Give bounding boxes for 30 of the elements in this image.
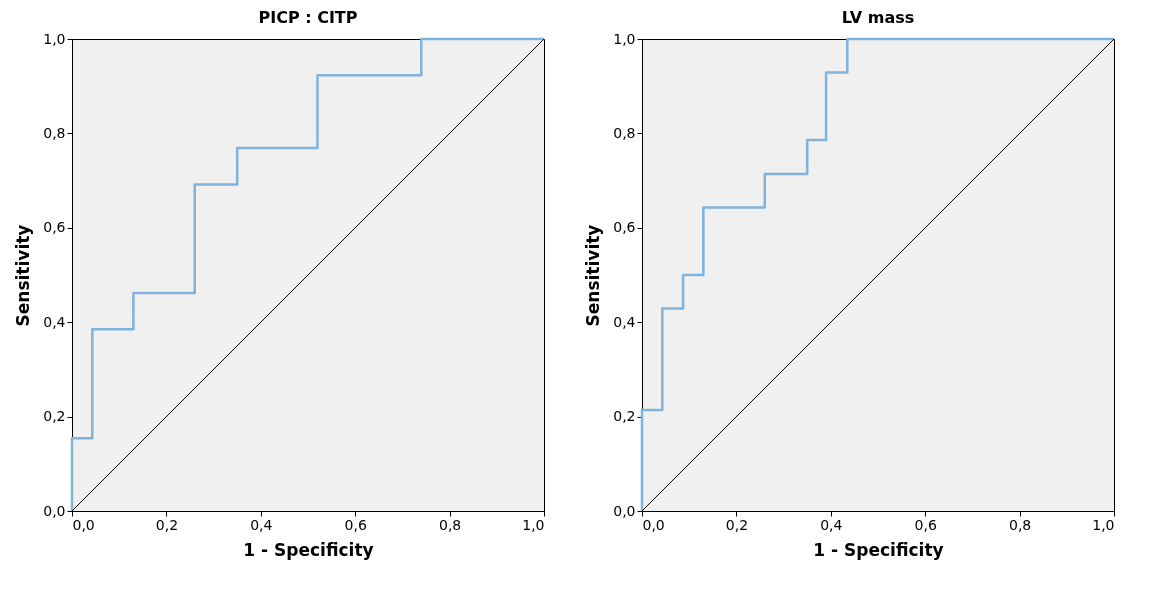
x-tick-label: 0,0 xyxy=(642,516,665,533)
y-tick-label: 0,6 xyxy=(43,219,66,236)
y-tick-label: 0,2 xyxy=(613,408,636,425)
x-tick-label: 0,2 xyxy=(725,516,749,533)
x-axis-title: 1 - Specificity xyxy=(813,539,944,560)
x-tick-label: 0,6 xyxy=(344,516,367,533)
y-tick-label: 0,2 xyxy=(43,408,66,425)
x-tick-label: 0,8 xyxy=(438,516,462,533)
y-tick-label: 0,6 xyxy=(613,219,636,236)
x-tick-label: 0,4 xyxy=(820,516,843,533)
y-tick-label: 0,4 xyxy=(43,313,66,330)
y-tick-label: 0,4 xyxy=(613,313,636,330)
chart-title: LV mass xyxy=(841,8,915,27)
x-tick-label: 0,6 xyxy=(914,516,937,533)
y-axis-title: Sensitivity xyxy=(13,224,34,327)
y-tick-label: 0,0 xyxy=(43,502,66,519)
chart-title: PICP : CITP xyxy=(258,8,358,27)
x-tick-label: 0,8 xyxy=(1008,516,1032,533)
x-tick-label: 0,2 xyxy=(155,516,179,533)
x-tick-label: 0,0 xyxy=(72,516,95,533)
y-axis-title: Sensitivity xyxy=(583,224,604,327)
y-tick-label: 0,8 xyxy=(613,124,636,141)
y-tick-label: 0,0 xyxy=(613,502,636,519)
y-tick-label: 0,8 xyxy=(43,124,66,141)
x-tick-label: 1,0 xyxy=(1092,516,1115,533)
y-tick-label: 1,0 xyxy=(43,30,66,47)
y-tick-label: 1,0 xyxy=(613,30,636,47)
x-axis-title: 1 - Specificity xyxy=(243,539,374,560)
x-tick-label: 1,0 xyxy=(522,516,545,533)
x-tick-label: 0,4 xyxy=(250,516,273,533)
